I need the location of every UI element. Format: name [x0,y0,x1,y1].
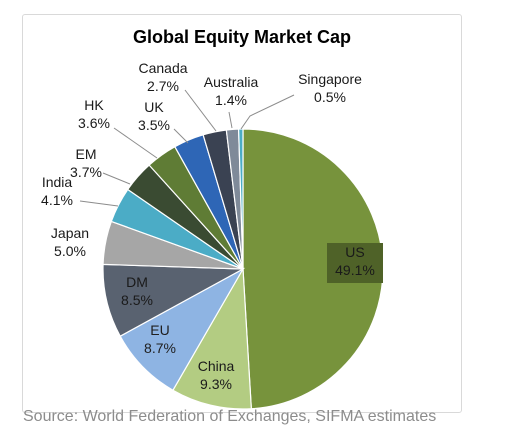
leader-line-singapore [240,94,295,130]
leader-line-hk [113,127,158,159]
data-label-value-india: 4.1% [41,192,73,208]
data-label-value-uk: 3.5% [138,117,170,133]
data-label-name-japan: Japan [51,225,89,241]
data-label-name-india: India [42,174,73,190]
data-label-value-canada: 2.7% [147,78,179,94]
data-label-value-singapore: 0.5% [314,89,346,105]
data-label-value-dm: 8.5% [121,292,153,308]
data-label-name-eu: EU [150,322,169,338]
data-label-name-canada: Canada [138,60,187,76]
data-label-name-us: US [345,244,364,260]
data-label-name-dm: DM [126,274,148,290]
data-label-box-us [327,243,383,283]
leader-line-uk [173,128,189,144]
leader-line-australia [228,111,233,129]
data-label-name-hk: HK [84,97,104,113]
pie-slice-china [172,266,252,410]
pie-slice-singapore [237,128,244,270]
data-label-name-australia: Australia [204,74,259,90]
chart-title: Global Equity Market Cap [132,27,352,47]
data-label-value-australia: 1.4% [215,92,247,108]
source-note: Source: World Federation of Exchanges, S… [23,408,437,425]
data-label-value-em: 3.7% [70,164,102,180]
data-label-value-eu: 8.7% [144,340,176,356]
data-label-value-china: 9.3% [200,376,232,392]
data-label-name-china: China [198,358,235,374]
data-label-value-us: 49.1% [335,262,375,278]
leader-line-em [102,172,131,185]
leader-line-india [79,200,119,207]
data-label-name-em: EM [76,146,97,162]
data-label-value-hk: 3.6% [78,115,110,131]
data-label-name-singapore: Singapore [298,71,362,87]
data-label-name-uk: UK [144,99,164,115]
data-label-value-japan: 5.0% [54,243,86,259]
leader-line-canada [184,89,217,132]
